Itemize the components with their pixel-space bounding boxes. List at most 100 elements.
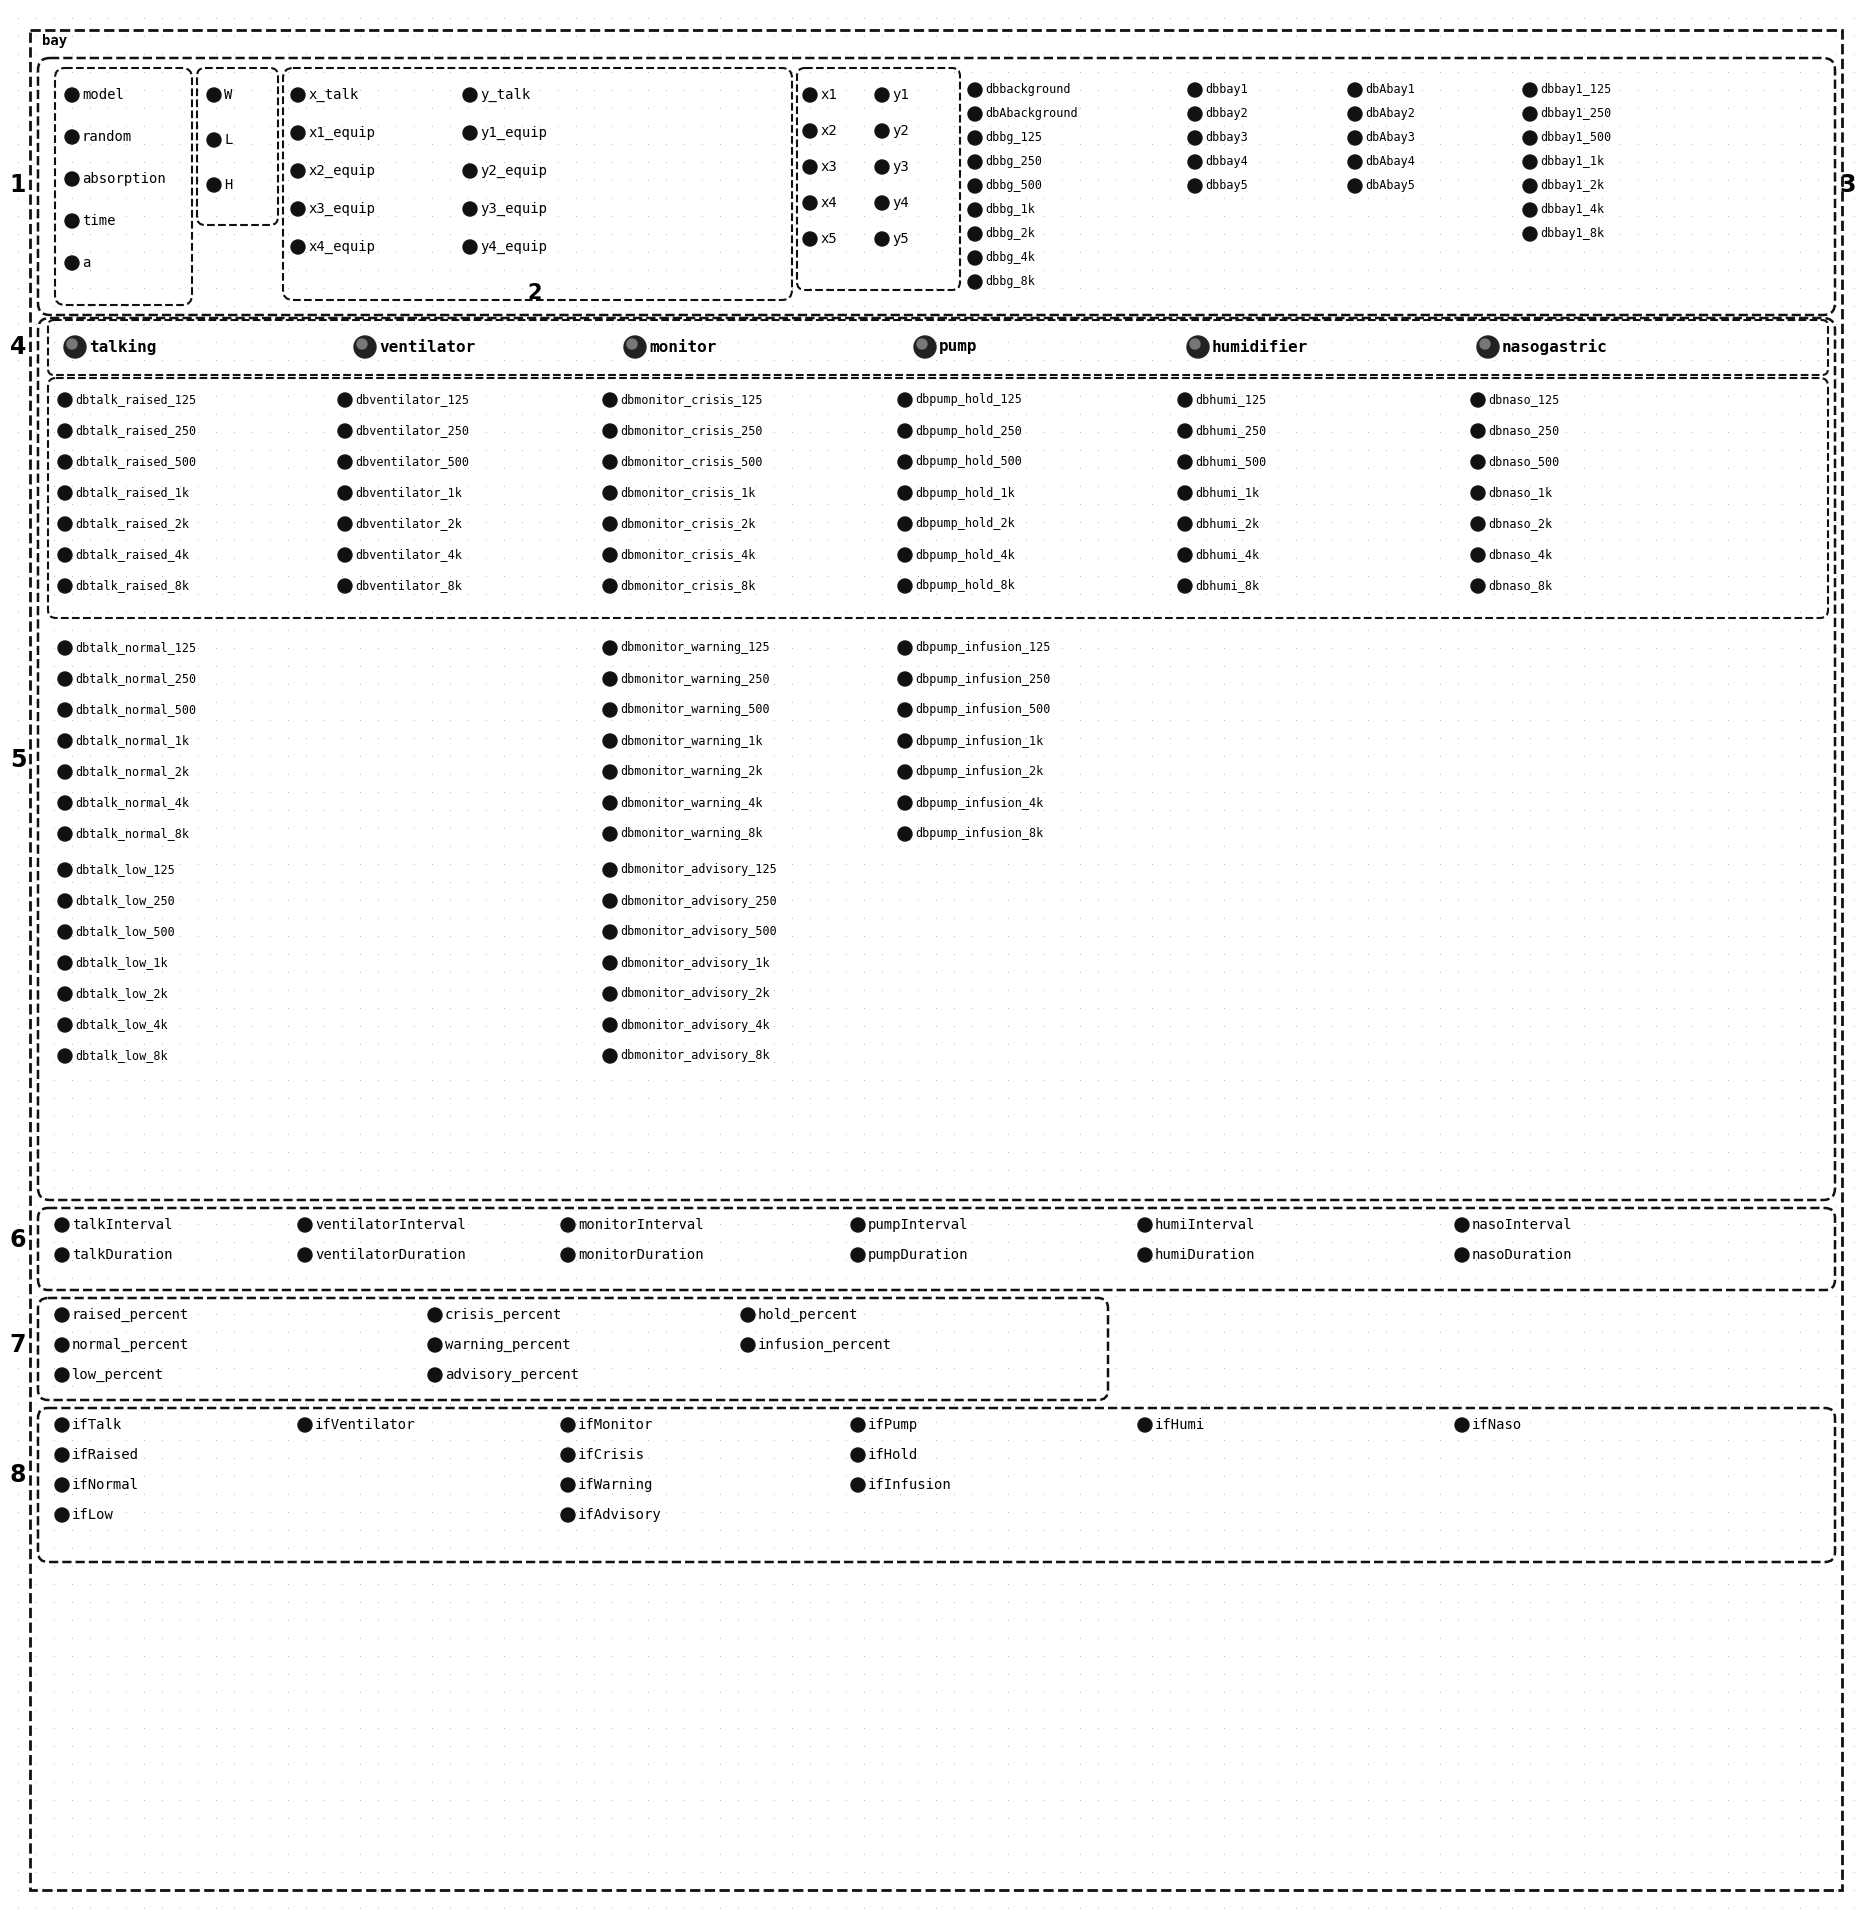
Circle shape (1524, 179, 1537, 194)
Circle shape (1524, 156, 1537, 169)
Text: y1: y1 (891, 88, 908, 102)
Text: dbnaso_125: dbnaso_125 (1488, 394, 1559, 407)
Circle shape (1177, 455, 1192, 468)
Text: monitorInterval: monitorInterval (578, 1217, 704, 1233)
Text: dbmonitor_warning_8k: dbmonitor_warning_8k (620, 828, 762, 841)
Circle shape (66, 213, 79, 228)
Text: humidifier: humidifier (1211, 340, 1309, 355)
Text: dbAbay2: dbAbay2 (1365, 108, 1415, 121)
Circle shape (603, 547, 618, 563)
Circle shape (803, 125, 816, 138)
Text: y_talk: y_talk (479, 88, 530, 102)
Text: dbmonitor_crisis_125: dbmonitor_crisis_125 (620, 394, 762, 407)
Text: dbmonitor_crisis_500: dbmonitor_crisis_500 (620, 455, 762, 468)
Circle shape (603, 455, 618, 468)
Circle shape (603, 925, 618, 939)
Text: dbmonitor_advisory_500: dbmonitor_advisory_500 (620, 925, 777, 939)
Text: dbpump_hold_4k: dbpump_hold_4k (915, 549, 1015, 561)
Circle shape (66, 173, 79, 186)
Circle shape (562, 1507, 575, 1523)
Circle shape (1477, 336, 1499, 357)
Circle shape (1471, 516, 1484, 532)
Circle shape (54, 1338, 69, 1352)
Circle shape (58, 394, 71, 407)
Circle shape (1191, 340, 1200, 349)
Circle shape (58, 895, 71, 908)
Text: dbmonitor_warning_125: dbmonitor_warning_125 (620, 641, 769, 655)
Text: dbnaso_250: dbnaso_250 (1488, 424, 1559, 438)
Text: ifVentilator: ifVentilator (314, 1419, 416, 1432)
Circle shape (339, 516, 352, 532)
Text: dbpump_infusion_1k: dbpump_infusion_1k (915, 735, 1043, 747)
Circle shape (462, 202, 477, 217)
Text: y2: y2 (891, 125, 908, 138)
Text: dbpump_infusion_8k: dbpump_infusion_8k (915, 828, 1043, 841)
Circle shape (562, 1248, 575, 1261)
Text: ifNormal: ifNormal (71, 1478, 139, 1492)
Circle shape (54, 1419, 69, 1432)
Circle shape (874, 196, 889, 209)
Circle shape (1177, 516, 1192, 532)
Text: dbmonitor_advisory_125: dbmonitor_advisory_125 (620, 864, 777, 877)
Circle shape (67, 340, 77, 349)
Circle shape (1187, 336, 1209, 357)
Circle shape (852, 1478, 865, 1492)
Text: talkDuration: talkDuration (71, 1248, 172, 1261)
Text: dbbay1_250: dbbay1_250 (1541, 108, 1612, 121)
Circle shape (58, 862, 71, 877)
Circle shape (1177, 394, 1192, 407)
Text: dbmonitor_warning_4k: dbmonitor_warning_4k (620, 797, 762, 810)
Text: dbtalk_low_125: dbtalk_low_125 (75, 864, 174, 877)
Circle shape (58, 703, 71, 716)
Text: dbmonitor_crisis_250: dbmonitor_crisis_250 (620, 424, 762, 438)
Text: dbAbackground: dbAbackground (985, 108, 1078, 121)
Text: dbbg_250: dbbg_250 (985, 156, 1043, 169)
Text: ifMonitor: ifMonitor (578, 1419, 653, 1432)
Text: ifCrisis: ifCrisis (578, 1448, 646, 1461)
Circle shape (803, 159, 816, 175)
Text: dbtalk_raised_1k: dbtalk_raised_1k (75, 486, 189, 499)
Circle shape (562, 1448, 575, 1461)
Text: dbbay2: dbbay2 (1206, 108, 1249, 121)
Text: dbventilator_4k: dbventilator_4k (356, 549, 462, 561)
Text: dbbg_8k: dbbg_8k (985, 275, 1035, 288)
Circle shape (58, 547, 71, 563)
Circle shape (1177, 580, 1192, 593)
Circle shape (874, 232, 889, 246)
Circle shape (1348, 83, 1363, 98)
Text: dbtalk_raised_250: dbtalk_raised_250 (75, 424, 197, 438)
Circle shape (603, 641, 618, 655)
Text: L: L (225, 132, 232, 148)
Circle shape (1348, 156, 1363, 169)
Text: dbtalk_low_8k: dbtalk_low_8k (75, 1050, 168, 1062)
Text: dbventilator_125: dbventilator_125 (356, 394, 470, 407)
Text: dbmonitor_warning_1k: dbmonitor_warning_1k (620, 735, 762, 747)
Text: dbmonitor_warning_250: dbmonitor_warning_250 (620, 672, 769, 685)
Text: dbAbay5: dbAbay5 (1365, 179, 1415, 192)
Circle shape (899, 828, 912, 841)
Text: dbAbay3: dbAbay3 (1365, 131, 1415, 144)
Circle shape (899, 764, 912, 780)
Text: infusion_percent: infusion_percent (758, 1338, 891, 1352)
Circle shape (1348, 179, 1363, 194)
Text: humiInterval: humiInterval (1155, 1217, 1256, 1233)
Circle shape (1471, 486, 1484, 499)
Text: dbpump_hold_2k: dbpump_hold_2k (915, 518, 1015, 530)
Circle shape (54, 1248, 69, 1261)
Circle shape (874, 88, 889, 102)
Circle shape (874, 159, 889, 175)
Text: 8: 8 (9, 1463, 26, 1486)
Text: humiDuration: humiDuration (1155, 1248, 1256, 1261)
Text: warning_percent: warning_percent (446, 1338, 571, 1352)
Circle shape (1471, 424, 1484, 438)
Circle shape (899, 703, 912, 716)
Circle shape (58, 1018, 71, 1033)
Text: dbpump_hold_500: dbpump_hold_500 (915, 455, 1022, 468)
Circle shape (290, 88, 305, 102)
Circle shape (54, 1308, 69, 1323)
Circle shape (290, 163, 305, 179)
Circle shape (899, 547, 912, 563)
Text: dbmonitor_crisis_8k: dbmonitor_crisis_8k (620, 580, 756, 593)
Text: x2_equip: x2_equip (309, 163, 374, 179)
Circle shape (339, 455, 352, 468)
